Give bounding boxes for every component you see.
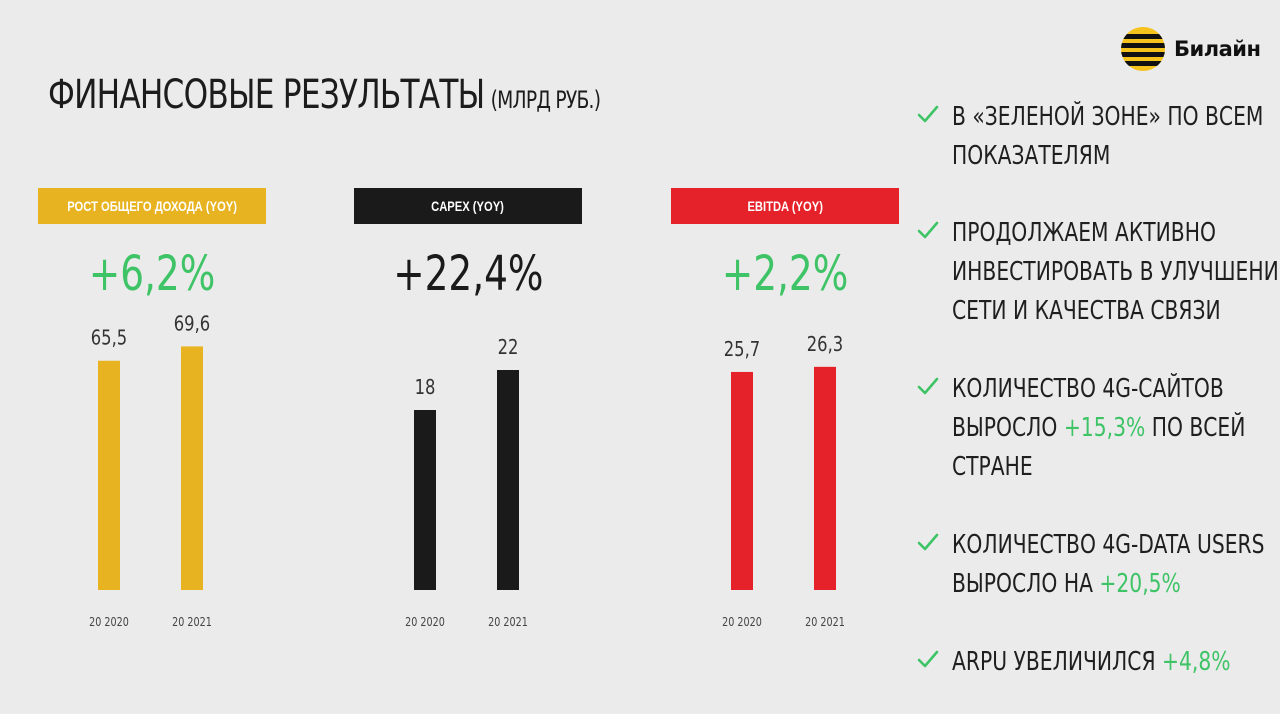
bullet-text: ПРОДОЛЖАЕМ АКТИВНО ИНВЕСТИРОВАТЬ В УЛУЧШЕ…: [952, 214, 1280, 331]
text-segment: ВЫРОСЛО: [952, 413, 1064, 443]
bar-20-2020: [98, 360, 120, 590]
x-tick-label: 20 2021: [172, 615, 212, 629]
bullet-line: ВЫРОСЛО +15,3% ПО ВСЕЙ: [952, 409, 1245, 448]
chart-2: CAPEX (YOY) +22,4% 18 20 2020 22 20 2021: [354, 188, 582, 648]
check-icon: [917, 221, 939, 239]
check-icon: [917, 533, 939, 551]
data-label: 18: [415, 377, 436, 400]
text-segment: ВЫРОСЛО НА: [952, 569, 1100, 599]
bullet-line: КОЛИЧЕСТВО 4G-САЙТОВ: [952, 370, 1245, 409]
highlight-value: +15,3%: [1063, 413, 1146, 443]
title-main: ФИНАНСОВЫЕ РЕЗУЛЬТАТЫ: [48, 72, 485, 118]
bullet-line: КОЛИЧЕСТВО 4G-DATA USERS: [952, 526, 1264, 565]
text-segment: ПОКАЗАТЕЛЯМ: [952, 141, 1111, 171]
x-tick-label: 20 2020: [405, 615, 445, 629]
text-segment: В «ЗЕЛЕНОЙ ЗОНЕ» ПО ВСЕМ: [952, 102, 1264, 132]
chart-title-text: CAPEX (YOY): [431, 198, 505, 214]
bullet-line: ИНВЕСТИРОВАТЬ В УЛУЧШЕНИЕ: [952, 253, 1280, 292]
chart-1: РОСТ ОБЩЕГО ДОХОДА (YOY) +6,2% 65,5 20 2020…: [38, 188, 266, 648]
bullet-line: СТРАНЕ: [952, 448, 1245, 487]
bullet-item: КОЛИЧЕСТВО 4G-САЙТОВ ВЫРОСЛО +15,3% ПО ВС…: [916, 370, 1276, 487]
chart-title: РОСТ ОБЩЕГО ДОХОДА (YOY): [38, 188, 266, 224]
text-segment: СЕТИ И КАЧЕСТВА СВЯЗИ: [952, 296, 1221, 326]
bar-chart: 18 20 2020 22 20 2021: [405, 337, 528, 630]
text-segment: КОЛИЧЕСТВО 4G-DATA USERS: [952, 530, 1265, 560]
data-label: 25,7: [724, 338, 760, 361]
x-tick-label: 20 2020: [722, 615, 762, 629]
bullet-text: КОЛИЧЕСТВО 4G-DATA USERS ВЫРОСЛО НА +20,5…: [952, 526, 1264, 604]
x-tick-label: 20 2021: [805, 615, 845, 629]
bullet-text: В «ЗЕЛЕНОЙ ЗОНЕ» ПО ВСЕМ ПОКАЗАТЕЛЯМ: [952, 98, 1263, 176]
highlight-value: +4,8%: [1162, 647, 1231, 677]
bullet-line: ПРОДОЛЖАЕМ АКТИВНО: [952, 214, 1248, 253]
bullet-line: ARPU УВЕЛИЧИЛСЯ +4,8%: [952, 643, 1231, 682]
bar-20-2021: [497, 370, 519, 590]
chart-title-text: EBITDA (YOY): [747, 198, 823, 214]
bar-chart: 65,5 20 2020 69,6 20 2021: [89, 313, 212, 629]
text-segment: ARPU УВЕЛИЧИЛСЯ: [952, 647, 1163, 677]
beeline-logo: Билайн: [1120, 26, 1261, 72]
text-segment: СТРАНЕ: [952, 452, 1033, 482]
chart-3: EBITDA (YOY) +2,2% 25,7 20 2020 26,3 20 2021: [671, 188, 899, 648]
page-title: ФИНАНСОВЫЕ РЕЗУЛЬТАТЫ (МЛРД РУБ.): [48, 72, 601, 118]
chart-title-text: РОСТ ОБЩЕГО ДОХОДА (YOY): [67, 198, 237, 214]
data-label: 26,3: [807, 333, 843, 356]
growth-value: +22,4%: [392, 246, 544, 302]
bullet-item: ПРОДОЛЖАЕМ АКТИВНО ИНВЕСТИРОВАТЬ В УЛУЧШЕ…: [916, 214, 1280, 331]
text-segment: ПО ВСЕЙ: [1145, 413, 1246, 443]
bar-20-2021: [814, 366, 836, 590]
check-icon: [917, 650, 939, 668]
bullet-line: СЕТИ И КАЧЕСТВА СВЯЗИ: [952, 292, 1248, 331]
text-segment: ПРОДОЛЖАЕМ АКТИВНО: [952, 218, 1216, 248]
bullet-item: КОЛИЧЕСТВО 4G-DATA USERS ВЫРОСЛО НА +20,5…: [916, 526, 1276, 604]
bullet-item: В «ЗЕЛЕНОЙ ЗОНЕ» ПО ВСЕМ ПОКАЗАТЕЛЯМ: [916, 98, 1276, 176]
x-tick-label: 20 2021: [488, 615, 528, 629]
bullet-line: В «ЗЕЛЕНОЙ ЗОНЕ» ПО ВСЕМ: [952, 98, 1263, 137]
check-icon: [917, 377, 939, 395]
data-label: 69,6: [174, 313, 210, 336]
highlight-value: +20,5%: [1099, 569, 1181, 599]
bullet-item: ARPU УВЕЛИЧИЛСЯ +4,8%: [916, 643, 1276, 682]
bar-20-2021: [181, 346, 203, 590]
x-tick-label: 20 2020: [89, 615, 129, 629]
bullet-line: ВЫРОСЛО НА +20,5%: [952, 565, 1248, 604]
text-segment: ИНВЕСТИРОВАТЬ В УЛУЧШЕНИЕ: [952, 257, 1280, 287]
bar-chart: 25,7 20 2020 26,3 20 2021: [722, 333, 845, 629]
title-unit: (МЛРД РУБ.): [490, 86, 601, 114]
data-label: 22: [498, 337, 519, 360]
beeline-logo-icon: [1121, 27, 1165, 71]
bar-20-2020: [414, 410, 436, 590]
bullet-text: ARPU УВЕЛИЧИЛСЯ +4,8%: [952, 643, 1231, 682]
chart-title: EBITDA (YOY): [671, 188, 899, 224]
bar-20-2020: [731, 371, 753, 590]
chart-title: CAPEX (YOY): [354, 188, 582, 224]
bullet-line: ПОКАЗАТЕЛЯМ: [952, 137, 1248, 176]
bullet-text: КОЛИЧЕСТВО 4G-САЙТОВ ВЫРОСЛО +15,3% ПО ВС…: [952, 370, 1245, 487]
growth-value: +6,2%: [88, 246, 216, 302]
data-label: 65,5: [91, 327, 127, 350]
brand-name: Билайн: [1174, 37, 1261, 61]
text-segment: КОЛИЧЕСТВО 4G-САЙТОВ: [952, 374, 1224, 404]
growth-value: +2,2%: [721, 246, 849, 302]
check-icon: [917, 105, 939, 123]
